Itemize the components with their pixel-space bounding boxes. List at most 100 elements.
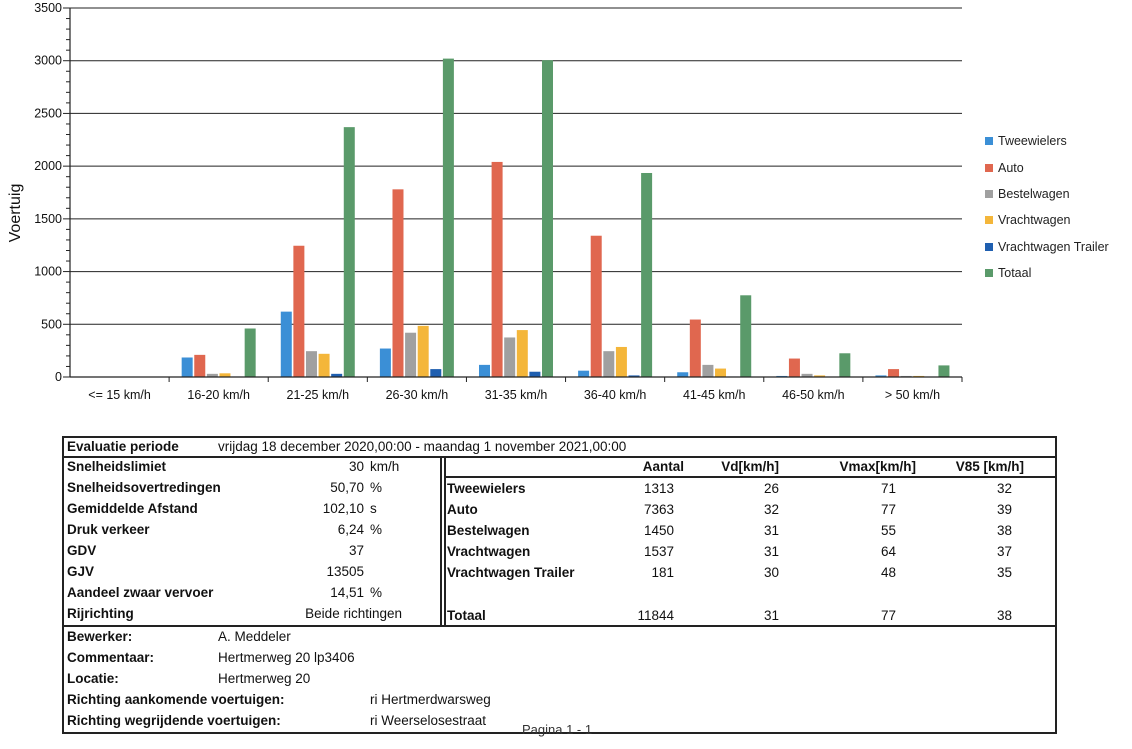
info-value: A. Meddeler: [218, 629, 291, 644]
bar-tweewielers: [379, 348, 391, 377]
vehicle-aantal: 1450: [643, 523, 674, 538]
vehicle-v85: 37: [996, 544, 1012, 559]
legend-swatch: [985, 242, 993, 251]
vehicle-vmax: 48: [880, 565, 896, 580]
x-tick-label: 26-30 km/h: [386, 388, 449, 402]
vehicle-label: Bestelwagen: [447, 523, 530, 538]
chart-legend: Tweewielers Auto Bestelwagen Vrachtwagen Vra…: [985, 128, 1109, 286]
bar-bestelwagen: [603, 351, 615, 377]
legend-swatch: [985, 189, 993, 198]
bar-vrachtwagen: [715, 368, 727, 377]
header-vd: Vd[km/h]: [721, 459, 779, 474]
stat-value: 102,10: [322, 501, 364, 516]
total-v85: 38: [996, 608, 1012, 623]
y-tick-label: 500: [41, 317, 62, 331]
y-tick-label: 2000: [34, 159, 62, 173]
stat-label: Rijrichting: [67, 606, 134, 621]
stat-unit: km/h: [370, 459, 400, 474]
stat-label: Druk verkeer: [67, 522, 150, 537]
bar-vrachtwagen: [516, 330, 528, 377]
bar-bestelwagen: [702, 364, 714, 377]
bar-auto: [590, 235, 602, 377]
y-tick-label: 0: [55, 370, 62, 384]
legend-label: Vrachtwagen: [998, 213, 1071, 228]
x-tick-label: 41-45 km/h: [683, 388, 746, 402]
bar-totaal: [542, 60, 553, 378]
vehicle-label: Vrachtwagen: [447, 544, 531, 559]
bar-vrachtwagen-trailer: [628, 375, 640, 377]
stat-label: GJV: [67, 564, 95, 579]
header-v85: V85 [km/h]: [955, 459, 1024, 474]
vehicle-vmax: 64: [880, 544, 896, 559]
bar-bestelwagen: [504, 337, 516, 377]
header-vmax: Vmax[km/h]: [839, 459, 916, 474]
bar-auto: [888, 369, 900, 377]
vehicle-label: Vrachtwagen Trailer: [447, 565, 575, 580]
bar-tweewielers: [875, 375, 887, 377]
x-tick-label: 46-50 km/h: [782, 388, 845, 402]
vehicle-vd: 32: [763, 502, 779, 517]
bar-vrachtwagen-trailer: [529, 371, 541, 377]
bar-auto: [293, 245, 305, 377]
legend-swatch: [985, 137, 993, 146]
bar-tweewielers: [479, 364, 490, 377]
y-tick-label: 2500: [34, 106, 62, 120]
bar-vrachtwagen: [615, 346, 627, 377]
legend-swatch: [985, 163, 993, 172]
bar-totaal: [244, 328, 256, 377]
legend-item: Totaal: [985, 260, 1109, 286]
bar-auto: [491, 161, 503, 377]
bar-vrachtwagen: [814, 375, 826, 377]
vehicle-vd: 26: [763, 481, 779, 496]
bar-vrachtwagen-trailer: [331, 373, 343, 377]
bar-totaal: [740, 295, 752, 377]
bar-auto: [689, 319, 701, 377]
total-vd: 31: [763, 608, 779, 623]
stat-value: 14,51: [330, 585, 364, 600]
vehicle-label: Auto: [447, 502, 478, 517]
stat-unit: %: [370, 480, 383, 495]
bar-totaal: [938, 365, 950, 377]
legend-label: Bestelwagen: [998, 186, 1070, 201]
bar-bestelwagen: [305, 351, 317, 377]
stat-value: 6,24: [337, 522, 364, 537]
legend-label: Auto: [998, 160, 1024, 175]
x-tick-label: 16-20 km/h: [187, 388, 250, 402]
x-tick-label: 31-35 km/h: [485, 388, 548, 402]
bar-vrachtwagen-trailer: [430, 369, 442, 377]
vehicle-vd: 31: [763, 544, 779, 559]
stat-value: 37: [348, 543, 364, 558]
info-label: Locatie:: [67, 671, 119, 686]
legend-item: Tweewielers: [985, 128, 1109, 154]
chart-axes: 0 500 1000 1500 2000 2500 3000 3500 <= 15 km/h 16…: [34, 1, 963, 402]
total-aantal: 11844: [637, 608, 674, 623]
bar-totaal: [839, 353, 851, 377]
vehicle-label: Tweewielers: [447, 481, 526, 496]
bar-tweewielers: [280, 311, 292, 377]
y-tick-label: 1500: [34, 212, 62, 226]
info-label: Richting aankomende voertuigen:: [67, 692, 285, 707]
total-vmax: 77: [880, 608, 896, 623]
stat-label: GDV: [67, 543, 97, 558]
legend-label: Vrachtwagen Trailer: [998, 239, 1109, 254]
info-label: Bewerker:: [67, 629, 133, 644]
x-tick-label: 36-40 km/h: [584, 388, 647, 402]
vehicle-vmax: 55: [880, 523, 896, 538]
eval-period-label: Evaluatie periode: [67, 439, 179, 454]
legend-swatch: [985, 269, 993, 278]
info-value: ri Weerselosestraat: [370, 713, 487, 728]
summary-table: Evaluatie periode vrijdag 18 december 20…: [62, 436, 1057, 734]
bar-vrachtwagen: [219, 373, 231, 377]
vehicle-v85: 32: [996, 481, 1012, 496]
bar-bestelwagen: [801, 373, 813, 377]
stat-label: Snelheidsovertredingen: [67, 480, 221, 495]
y-tick-label: 3500: [34, 1, 62, 15]
stat-label: Aandeel zwaar vervoer: [67, 585, 214, 600]
vehicle-aantal: 1537: [643, 544, 674, 559]
bar-bestelwagen: [405, 332, 417, 377]
vehicle-v85: 39: [996, 502, 1012, 517]
legend-label: Tweewielers: [998, 134, 1067, 149]
bar-vrachtwagen: [318, 353, 330, 377]
bar-totaal: [343, 127, 355, 378]
legend-item: Vrachtwagen Trailer: [985, 234, 1109, 260]
